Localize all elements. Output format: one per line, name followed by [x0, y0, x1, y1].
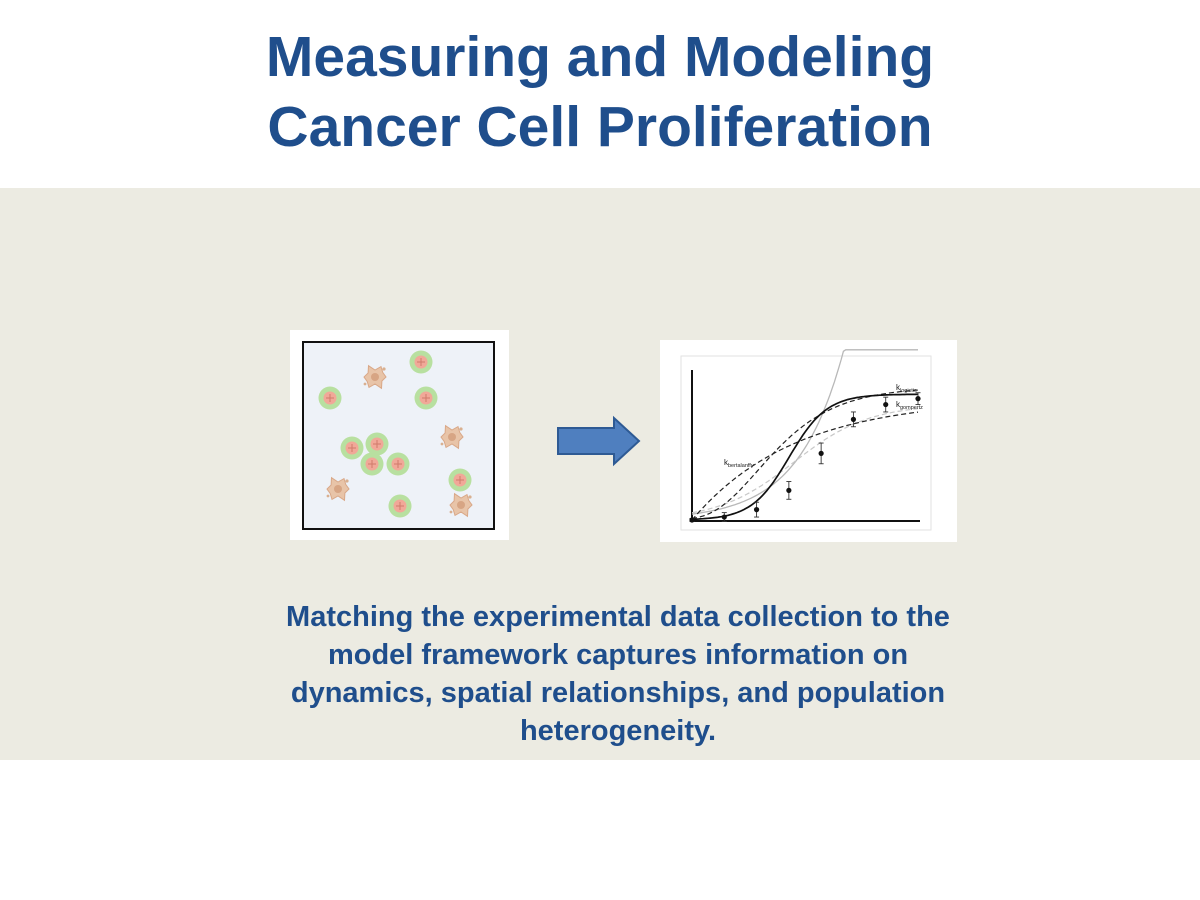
data-point — [721, 512, 727, 522]
live-cell — [360, 452, 384, 476]
live-cell — [388, 494, 412, 518]
right-arrow-icon — [557, 415, 641, 467]
data-point — [753, 501, 760, 518]
caption-line-2: model framework captures information on — [327, 639, 909, 671]
dead-cell — [326, 476, 350, 502]
live-cell — [340, 436, 364, 460]
live-cell — [365, 432, 389, 456]
data-point — [689, 517, 695, 523]
data-point — [850, 411, 857, 428]
label-k-logistic: klogistic — [896, 383, 917, 394]
slide-title: Measuring and Modeling Cancer Cell Proli… — [0, 22, 1200, 162]
live-cell — [448, 468, 472, 492]
cell-culture-panel — [290, 330, 509, 540]
title-line-1: Measuring and Modeling — [265, 25, 935, 89]
cell-culture-image — [302, 341, 495, 530]
data-point — [818, 442, 824, 465]
data-point — [786, 481, 792, 500]
bertalanffy-curve — [691, 411, 919, 521]
logistic-curve — [691, 393, 919, 521]
live-cell — [414, 386, 438, 410]
data-point — [915, 392, 921, 406]
gray-solid-curve — [691, 349, 918, 515]
gray-dashed-curve — [691, 408, 919, 514]
growth-model-chart-panel: klogistic kgompertz kbertalanffy — [660, 340, 957, 542]
caption-line-3: dynamics, spatial relationships, and pop… — [290, 677, 946, 709]
live-cell — [386, 452, 410, 476]
caption-line-4: heterogeneity. — [519, 715, 717, 747]
live-cell — [409, 350, 433, 374]
chart-frame — [680, 355, 932, 531]
caption-line-1: Matching the experimental data collectio… — [286, 601, 950, 633]
content-band — [0, 188, 1200, 760]
dead-cell — [440, 424, 464, 450]
slide-caption: Matching the experimental data collectio… — [220, 598, 1016, 750]
live-cell — [318, 386, 342, 410]
growth-model-chart: klogistic kgompertz kbertalanffy — [680, 349, 932, 531]
data-point — [883, 396, 889, 413]
title-line-2: Cancer Cell Proliferation — [267, 95, 933, 159]
gompertz-curve — [691, 389, 919, 520]
label-k-gompertz: kgompertz — [896, 400, 923, 411]
label-k-bertalanffy: kbertalanffy — [724, 458, 754, 469]
dead-cell — [363, 364, 387, 390]
dead-cell — [449, 492, 473, 518]
